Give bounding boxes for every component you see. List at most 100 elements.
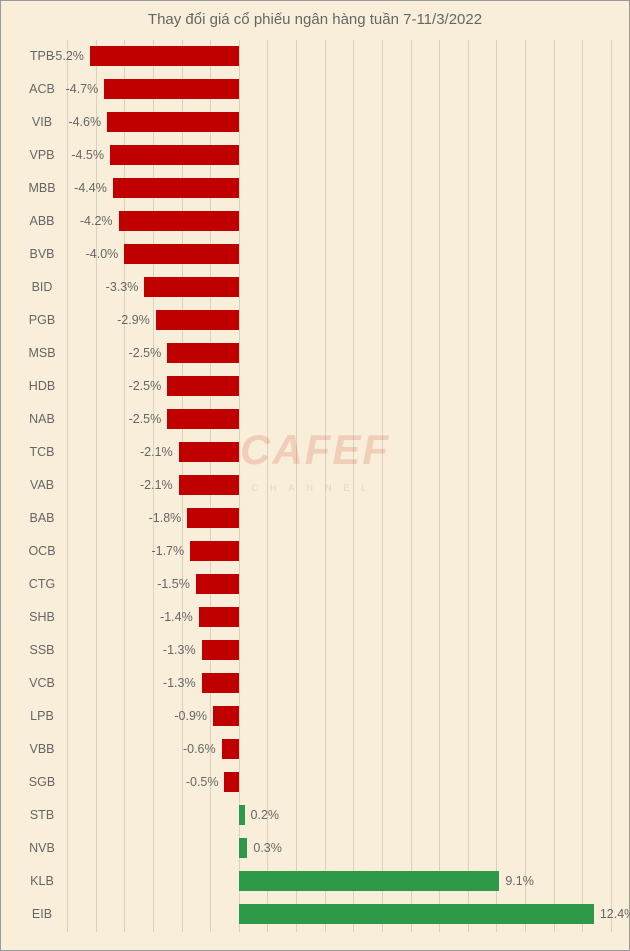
y-axis-label: NAB <box>19 409 65 429</box>
value-label: -2.5% <box>129 409 162 429</box>
y-axis-label: VAB <box>19 475 65 495</box>
chart-bar <box>196 574 239 594</box>
chart-bar <box>124 244 239 264</box>
chart-row: EIB12.4% <box>19 904 611 924</box>
value-label: -1.7% <box>151 541 184 561</box>
chart-row: VAB -2.1% <box>19 475 611 495</box>
chart-row: ACB-4.7% <box>19 79 611 99</box>
value-label: 9.1% <box>505 871 534 891</box>
y-axis-label: NVB <box>19 838 65 858</box>
chart-bar <box>167 409 239 429</box>
y-axis-label: OCB <box>19 541 65 561</box>
chart-bar <box>190 541 239 561</box>
chart-row: BVB -4.0% <box>19 244 611 264</box>
value-label: -2.9% <box>117 310 150 330</box>
value-label: 12.4% <box>600 904 630 924</box>
chart-bar <box>179 442 239 462</box>
value-label: -5.2% <box>51 46 84 66</box>
y-axis-label: TCB <box>19 442 65 462</box>
value-label: -4.5% <box>71 145 104 165</box>
value-label: -0.6% <box>183 739 216 759</box>
chart-row: ABB -4.2% <box>19 211 611 231</box>
chart-bar <box>113 178 239 198</box>
y-axis-label: BVB <box>19 244 65 264</box>
chart-bar <box>107 112 239 132</box>
y-axis-label: SHB <box>19 607 65 627</box>
value-label: -4.0% <box>86 244 119 264</box>
chart-row: TPB-5.2% <box>19 46 611 66</box>
chart-bar <box>224 772 238 792</box>
chart-plot-area: CAFEF CHANNEL TPB-5.2%ACB-4.7%VIB-4.6%VP… <box>19 40 611 932</box>
value-label: 0.3% <box>253 838 282 858</box>
chart-row: HDB-2.5% <box>19 376 611 396</box>
y-axis-label: SSB <box>19 640 65 660</box>
y-axis-label: SGB <box>19 772 65 792</box>
chart-bar <box>110 145 239 165</box>
chart-bar <box>167 376 239 396</box>
y-axis-label: CTG <box>19 574 65 594</box>
y-axis-label: HDB <box>19 376 65 396</box>
chart-row: PGB -2.9% <box>19 310 611 330</box>
y-axis-label: EIB <box>19 904 65 924</box>
chart-row: VIB-4.6% <box>19 112 611 132</box>
y-axis-label: BAB <box>19 508 65 528</box>
chart-row: TCB -2.1% <box>19 442 611 462</box>
chart-bar <box>199 607 239 627</box>
value-label: -4.2% <box>80 211 113 231</box>
bank-stock-chart: Thay đổi giá cổ phiếu ngân hàng tuần 7-1… <box>0 0 630 951</box>
value-label: -4.6% <box>68 112 101 132</box>
chart-row: LPB-0.9% <box>19 706 611 726</box>
chart-row: VPB-4.5% <box>19 145 611 165</box>
chart-row: CTG -1.5% <box>19 574 611 594</box>
chart-row: OCB -1.7% <box>19 541 611 561</box>
value-label: -1.8% <box>149 508 182 528</box>
y-axis-label: MBB <box>19 178 65 198</box>
value-label: -3.3% <box>106 277 139 297</box>
chart-bar <box>239 838 248 858</box>
value-label: -4.7% <box>66 79 99 99</box>
value-label: 0.2% <box>251 805 280 825</box>
chart-bar <box>167 343 239 363</box>
chart-row: SSB-1.3% <box>19 640 611 660</box>
chart-row: VCB -1.3% <box>19 673 611 693</box>
value-label: -1.3% <box>163 673 196 693</box>
y-axis-label: KLB <box>19 871 65 891</box>
chart-bar <box>144 277 238 297</box>
value-label: -0.9% <box>174 706 207 726</box>
y-axis-label: ABB <box>19 211 65 231</box>
y-axis-label: STB <box>19 805 65 825</box>
chart-row: KLB 9.1% <box>19 871 611 891</box>
value-label: -4.4% <box>74 178 107 198</box>
chart-row: NVB 0.3% <box>19 838 611 858</box>
chart-title: Thay đổi giá cổ phiếu ngân hàng tuần 7-1… <box>19 11 611 28</box>
y-axis-label: VIB <box>19 112 65 132</box>
chart-bar <box>239 871 500 891</box>
y-axis-label: VCB <box>19 673 65 693</box>
chart-row: SHB -1.4% <box>19 607 611 627</box>
chart-gridline <box>611 40 612 932</box>
chart-row: NAB -2.5% <box>19 409 611 429</box>
value-label: -2.1% <box>140 442 173 462</box>
chart-bar <box>202 673 239 693</box>
y-axis-label: BID <box>19 277 65 297</box>
value-label: -1.5% <box>157 574 190 594</box>
value-label: -2.5% <box>129 343 162 363</box>
chart-row: BID -3.3% <box>19 277 611 297</box>
chart-bar <box>213 706 239 726</box>
chart-row: STB 0.2% <box>19 805 611 825</box>
chart-bar <box>187 508 239 528</box>
value-label: -2.1% <box>140 475 173 495</box>
y-axis-label: ACB <box>19 79 65 99</box>
chart-bar <box>239 904 594 924</box>
y-axis-label: PGB <box>19 310 65 330</box>
value-label: -1.4% <box>160 607 193 627</box>
chart-row: MSB-2.5% <box>19 343 611 363</box>
chart-row: BAB -1.8% <box>19 508 611 528</box>
chart-row: SGB-0.5% <box>19 772 611 792</box>
chart-bar <box>119 211 239 231</box>
chart-bar <box>179 475 239 495</box>
chart-bar <box>156 310 239 330</box>
chart-bar <box>104 79 239 99</box>
chart-bar <box>90 46 239 66</box>
chart-bar <box>222 739 239 759</box>
